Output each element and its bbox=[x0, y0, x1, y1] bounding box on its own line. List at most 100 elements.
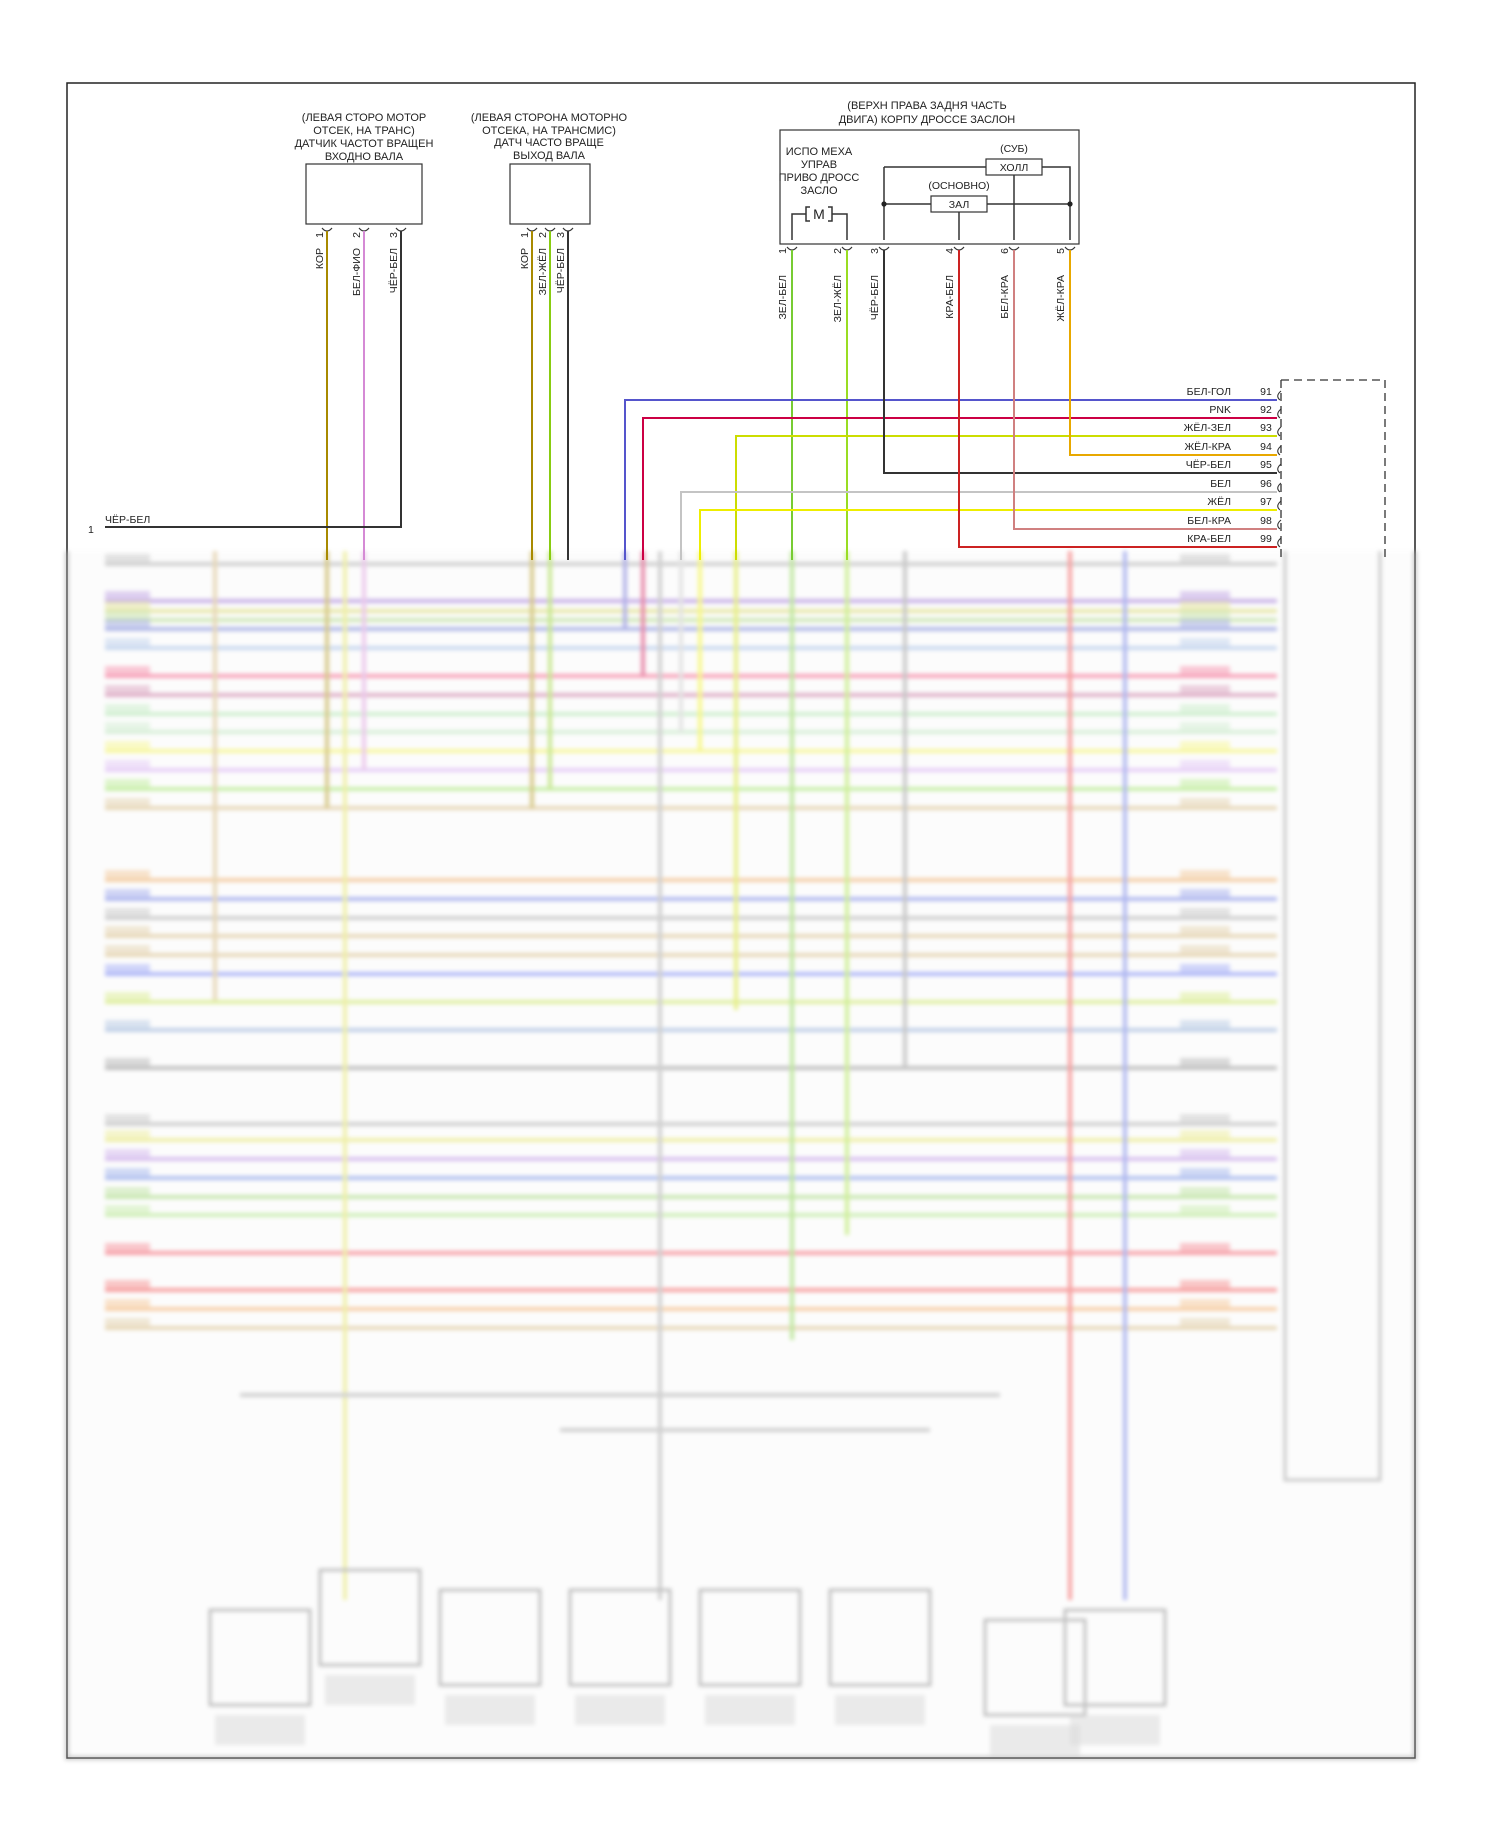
wire-97 bbox=[699, 509, 1277, 560]
connector-wire-label: БЕЛ-ГОЛ bbox=[1187, 386, 1231, 398]
actuator-label-line: ЗАСЛО bbox=[800, 185, 838, 197]
wire-label: ЧЁР-БЕЛ bbox=[555, 248, 567, 293]
throttle-label-line: (ВЕРХН ПРАВА ЗАДНЯ ЧАСТЬ bbox=[847, 100, 1006, 112]
hall-main-text: ЗАЛ bbox=[949, 199, 970, 211]
sensor-label-line: ОТСЕК, НА ТРАНС) bbox=[313, 125, 415, 137]
diagram-frame bbox=[66, 82, 1416, 1759]
pin-terminal-icon bbox=[321, 227, 333, 232]
wire-99 bbox=[958, 250, 1277, 548]
blurred-label bbox=[105, 760, 150, 768]
blurred-wire bbox=[240, 1393, 1000, 1432]
blurred-label bbox=[105, 779, 150, 787]
blurred-label bbox=[1180, 1058, 1230, 1066]
blurred-label bbox=[105, 741, 150, 749]
blurred-label bbox=[105, 619, 150, 627]
actuator-label-line: УПРАВ bbox=[801, 159, 837, 171]
ecu-connector-outline bbox=[1280, 379, 1386, 560]
input-shaft-speed-sensor: (ЛЕВАЯ СТОРО МОТОР ОТСЕК, НА ТРАНС) ДАТЧ… bbox=[295, 112, 433, 225]
blurred-component bbox=[1063, 1608, 1167, 1707]
pin-number: 1 bbox=[519, 232, 531, 238]
pin-number: 2 bbox=[832, 248, 844, 254]
blurred-label bbox=[105, 945, 150, 953]
pin-number: 1 bbox=[314, 232, 326, 238]
pin-number: 3 bbox=[388, 232, 400, 238]
blurred-label bbox=[105, 638, 150, 646]
blurred-label bbox=[705, 1695, 795, 1725]
blurred-label bbox=[105, 685, 150, 693]
wire-label: КОР bbox=[314, 248, 326, 269]
blurred-label bbox=[1180, 591, 1230, 599]
blurred-component bbox=[318, 1568, 422, 1667]
blurred-component bbox=[438, 1588, 542, 1687]
blurred-label bbox=[1180, 554, 1230, 562]
wire-93 bbox=[735, 435, 1277, 560]
wire-label: БЕЛ-КРА bbox=[999, 275, 1011, 319]
output-shaft-speed-sensor: (ЛЕВАЯ СТОРОНА МОТОРНО ОТСЕКА, НА ТРАНСМ… bbox=[471, 112, 628, 225]
blurred-label bbox=[990, 1725, 1080, 1755]
blurred-label bbox=[325, 1675, 415, 1705]
wire-label: КОР bbox=[519, 248, 531, 269]
wire-92 bbox=[642, 417, 1277, 560]
actuator-label-line: ПРИВО ДРОСС bbox=[779, 172, 860, 184]
pin-labels: 1 КОР 2 БЕЛ-ФИО 3 ЧЁР-БЕЛ 1 КОР 2 ЗЕЛ-ЖЁЛ 3 ЧЁР-БЕЛ… bbox=[314, 232, 1272, 545]
blurred-label bbox=[1180, 945, 1230, 953]
blurred-label bbox=[105, 1187, 150, 1195]
blurred-label bbox=[105, 889, 150, 897]
blurred-component bbox=[568, 1588, 672, 1687]
blurred-label bbox=[575, 1695, 665, 1725]
blurred-label bbox=[105, 1130, 150, 1138]
blurred-label bbox=[1180, 964, 1230, 972]
connector-pin-number: 91 bbox=[1260, 386, 1272, 398]
junction-dot bbox=[1067, 201, 1073, 207]
blurred-label bbox=[1180, 1205, 1230, 1213]
blurred-label bbox=[1180, 1168, 1230, 1176]
pin-terminal-icon bbox=[1277, 463, 1282, 474]
connector-pin-number: 92 bbox=[1260, 404, 1272, 416]
blurred-label bbox=[1180, 1243, 1230, 1251]
pin-terminal-icon bbox=[526, 227, 538, 232]
sensor-label-line: ОТСЕКА, НА ТРАНСМИС) bbox=[482, 125, 616, 137]
throttle-body: (ВЕРХН ПРАВА ЗАДНЯ ЧАСТЬ ДВИГА) КОРПУ ДР… bbox=[779, 100, 1080, 245]
blurred-label bbox=[105, 1168, 150, 1176]
connector-pin-number: 96 bbox=[1260, 478, 1272, 490]
throttle-body-box bbox=[779, 129, 1080, 245]
blurred-label bbox=[1180, 610, 1230, 618]
pin-terminal-icon bbox=[358, 227, 370, 232]
pin-number: 2 bbox=[351, 232, 363, 238]
blurred-label bbox=[105, 1243, 150, 1251]
blurred-label bbox=[105, 926, 150, 934]
blurred-label bbox=[105, 722, 150, 730]
connector-pin-number: 99 bbox=[1260, 533, 1272, 545]
blur-frame bbox=[65, 551, 1417, 1760]
blurred-label bbox=[105, 1020, 150, 1028]
blurred-label bbox=[1180, 1114, 1230, 1122]
blurred-label bbox=[105, 870, 150, 878]
hall-main-label: (ОСНОВНО) bbox=[928, 180, 989, 192]
connector-wire-label: БЕЛ bbox=[1210, 478, 1231, 490]
pin-number: 1 bbox=[777, 248, 789, 254]
pin-terminal-icon bbox=[1277, 482, 1282, 493]
connector-wire-label: PNK bbox=[1209, 404, 1231, 416]
blurred-label bbox=[105, 1114, 150, 1122]
actuator-label-line: ИСПО МЕХА bbox=[786, 146, 853, 158]
pin-terminal-icon bbox=[1277, 500, 1282, 511]
wire-label: ЧЁР-БЕЛ bbox=[869, 275, 881, 320]
blurred-label bbox=[1180, 666, 1230, 674]
sensor-label-line: (ЛЕВАЯ СТОРО МОТОР bbox=[302, 112, 426, 124]
connector-wire-label: ЖЁЛ-ЗЕЛ bbox=[1184, 422, 1231, 434]
blurred-label bbox=[1180, 1187, 1230, 1195]
connector-pin-number: 93 bbox=[1260, 422, 1272, 434]
pin-number: 4 bbox=[944, 248, 956, 254]
wire-label: ЗЕЛ-ЖЁЛ bbox=[832, 275, 844, 322]
pin-number: 2 bbox=[537, 232, 549, 238]
pin-terminal-icon bbox=[395, 227, 407, 232]
blurred-connector bbox=[1283, 551, 1382, 1482]
pin-terminal-icon bbox=[1277, 426, 1282, 437]
blurred-label bbox=[1180, 1149, 1230, 1157]
pin-terminal-icon bbox=[1277, 390, 1282, 401]
blurred-label bbox=[105, 1299, 150, 1307]
hall-sub-label: (СУБ) bbox=[1000, 143, 1028, 155]
pin-terminal-icon bbox=[544, 227, 556, 232]
pin-number: 3 bbox=[869, 248, 881, 254]
